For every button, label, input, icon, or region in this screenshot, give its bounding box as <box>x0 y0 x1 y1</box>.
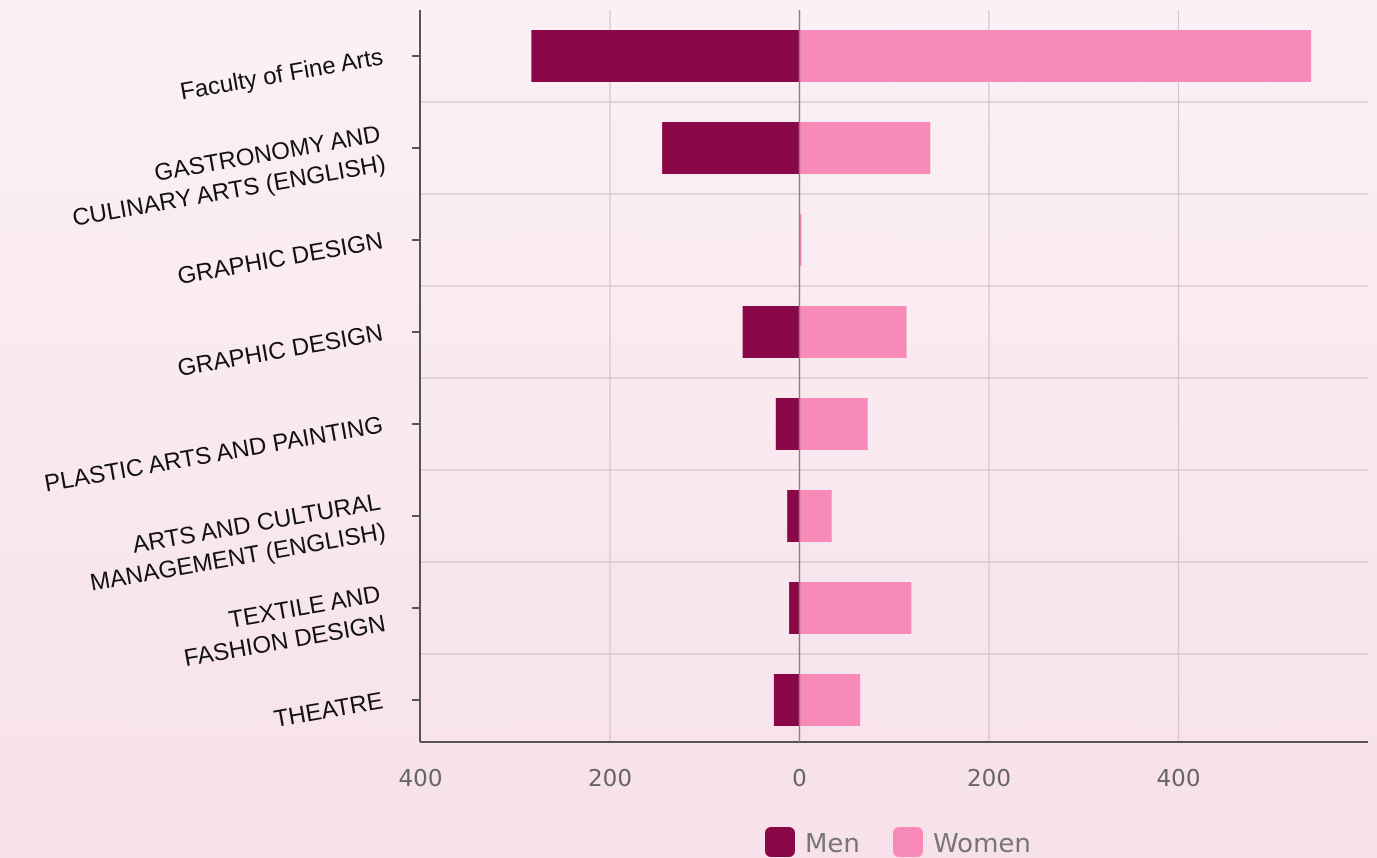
category-labels: Faculty of Fine Arts GASTRONOMY ANDCULINA… <box>42 43 387 733</box>
category-label-line: THEATRE <box>272 687 385 733</box>
legend-swatch-women <box>893 827 923 857</box>
bar-women <box>799 490 832 542</box>
x-tick-labels: 400 200 0 200 400 <box>399 766 1201 792</box>
bar-women <box>799 122 931 174</box>
x-tick-label: 400 <box>399 766 443 792</box>
legend-swatch-men <box>765 827 795 857</box>
category-label-line: GRAPHIC DESIGN <box>175 227 385 290</box>
x-tick-label: 200 <box>967 766 1011 792</box>
bar-men <box>789 582 800 634</box>
bar-women <box>799 582 912 634</box>
x-tick-label: 400 <box>1157 766 1201 792</box>
category-label: THEATRE <box>272 687 385 733</box>
bar-men <box>775 398 800 450</box>
category-label: GRAPHIC DESIGN <box>175 319 385 382</box>
bar-men <box>531 30 800 82</box>
bar-women <box>799 306 907 358</box>
category-label: PLASTIC ARTS AND PAINTING <box>42 411 385 497</box>
legend: Men Women <box>765 827 1031 858</box>
category-label-line: PLASTIC ARTS AND PAINTING <box>42 411 385 497</box>
bar-women <box>799 214 802 266</box>
category-label-line: Faculty of Fine Arts <box>178 43 385 105</box>
bar-women <box>799 398 868 450</box>
x-tick-label: 200 <box>588 766 632 792</box>
bar-men <box>742 306 800 358</box>
axes <box>412 10 1368 743</box>
category-label-line: GRAPHIC DESIGN <box>175 319 385 382</box>
bar-men <box>773 674 800 726</box>
bar-women <box>799 30 1312 82</box>
category-label: Faculty of Fine Arts <box>178 43 385 105</box>
legend-label-men: Men <box>805 829 860 858</box>
bar-men <box>787 490 800 542</box>
bar-women <box>799 674 861 726</box>
bar-men <box>662 122 800 174</box>
legend-label-women: Women <box>933 829 1031 858</box>
category-label: GRAPHIC DESIGN <box>175 227 385 290</box>
x-tick-label: 0 <box>792 766 807 792</box>
bars <box>531 30 1312 726</box>
